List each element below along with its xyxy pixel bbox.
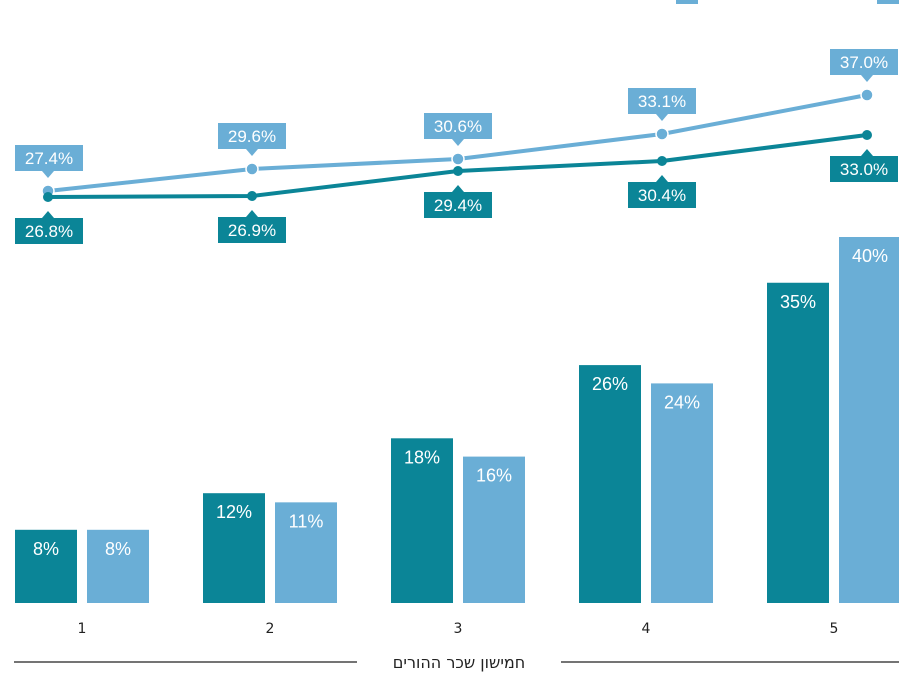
bar-label-s1-q2: 12% [216, 502, 252, 522]
line-point-s2-q5 [862, 130, 872, 140]
bar-label-s1-q1: 8% [33, 539, 59, 559]
callout-box-s1-q3 [424, 113, 492, 139]
callout-box-s2-q5 [830, 156, 898, 182]
callout-s2-q4: 30.4% [628, 175, 696, 208]
callout-s1-q3: 30.6% [424, 113, 492, 146]
lines-layer [41, 88, 874, 202]
bar-s2-q2 [275, 502, 337, 603]
bar-s1-q1 [15, 529, 77, 603]
bar-label-s2-q3: 16% [476, 466, 512, 486]
callout-box-s1-q4 [628, 88, 696, 114]
x-tick-5: 5 [830, 621, 839, 637]
bar-s1-q2 [203, 493, 265, 603]
callout-pointer-s1-q4 [656, 114, 668, 121]
line-point-s2-q1 [43, 192, 53, 202]
callout-pointer-s2-q4 [656, 175, 668, 182]
callouts-layer: 27.4% 29.6% 30.6% 33.1% 37.0% 26.8% 26.9% 29.4%… [15, 49, 898, 244]
x-tick-4: 4 [642, 621, 651, 637]
callout-s1-q5: 37.0% [830, 49, 898, 82]
callout-label-s1-q5: 37.0% [840, 53, 888, 72]
line-point-s1-q3 [451, 152, 465, 166]
line-point-s2-q4 [657, 156, 667, 166]
callout-label-s1-q2: 29.6% [228, 127, 276, 146]
bar-label-s1-q5: 35% [780, 292, 816, 312]
callout-pointer-s1-q3 [452, 139, 464, 146]
bar-s2-q5 [839, 237, 899, 603]
callout-box-s2-q2 [218, 217, 286, 243]
callout-label-s1-q4: 33.1% [638, 92, 686, 111]
callout-s2-q5: 33.0% [830, 149, 898, 182]
bar-s2-q3 [463, 456, 525, 603]
legend-swatch-dark [676, 0, 698, 4]
callout-box-s2-q4 [628, 182, 696, 208]
callout-pointer-s2-q3 [452, 185, 464, 192]
callout-s1-q1: 27.4% [15, 145, 83, 178]
callout-s2-q2: 26.9% [218, 210, 286, 243]
callout-label-s2-q4: 30.4% [638, 186, 686, 205]
x-ticks: 1 2 3 4 5 [78, 621, 839, 637]
x-tick-1: 1 [78, 621, 87, 637]
x-axis-title: חמישון שכר ההורים [393, 653, 525, 672]
callout-box-s1-q2 [218, 123, 286, 149]
legend-swatch-light [877, 0, 899, 4]
callout-box-s2-q3 [424, 192, 492, 218]
callout-label-s1-q3: 30.6% [434, 117, 482, 136]
callout-label-s2-q2: 26.9% [228, 221, 276, 240]
bar-s1-q4 [579, 365, 641, 603]
callout-box-s1-q5 [830, 49, 898, 75]
callout-pointer-s2-q1 [42, 211, 54, 218]
bar-label-s2-q2: 11% [289, 511, 324, 531]
line-point-s1-q5 [860, 88, 874, 102]
bar-label-s2-q5: 40% [852, 246, 888, 266]
line-point-s2-q3 [453, 166, 463, 176]
bar-s2-q4 [651, 383, 713, 603]
callout-label-s2-q5: 33.0% [840, 160, 888, 179]
bar-label-s2-q4: 24% [664, 392, 700, 412]
line-point-s2-q2 [247, 191, 257, 201]
bar-label-s1-q4: 26% [592, 374, 628, 394]
callout-pointer-s1-q1 [42, 171, 54, 178]
callout-s1-q4: 33.1% [628, 88, 696, 121]
callout-s2-q3: 29.4% [424, 185, 492, 218]
callout-box-s1-q1 [15, 145, 83, 171]
callout-box-s2-q1 [15, 218, 83, 244]
callout-s1-q2: 29.6% [218, 123, 286, 156]
line-point-s1-q4 [655, 127, 669, 141]
bar-label-s2-q1: 8% [105, 539, 131, 559]
callout-s2-q1: 26.8% [15, 211, 83, 244]
bar-s1-q3 [391, 438, 453, 603]
line-point-s1-q2 [245, 162, 259, 176]
x-tick-3: 3 [454, 621, 463, 637]
callout-label-s2-q3: 29.4% [434, 196, 482, 215]
callout-pointer-s2-q2 [246, 210, 258, 217]
callout-label-s1-q1: 27.4% [25, 149, 73, 168]
callout-pointer-s2-q5 [861, 149, 873, 156]
callout-pointer-s1-q5 [861, 75, 873, 82]
bars-layer: 8% 12% 18% 26% 35% 8% 11% 16% 24% 40% [15, 237, 899, 603]
bar-s1-q5 [767, 282, 829, 603]
callout-pointer-s1-q2 [246, 149, 258, 156]
bar-s2-q1 [87, 529, 149, 603]
callout-label-s2-q1: 26.8% [25, 222, 73, 241]
bar-label-s1-q3: 18% [404, 447, 440, 467]
x-tick-2: 2 [266, 621, 275, 637]
